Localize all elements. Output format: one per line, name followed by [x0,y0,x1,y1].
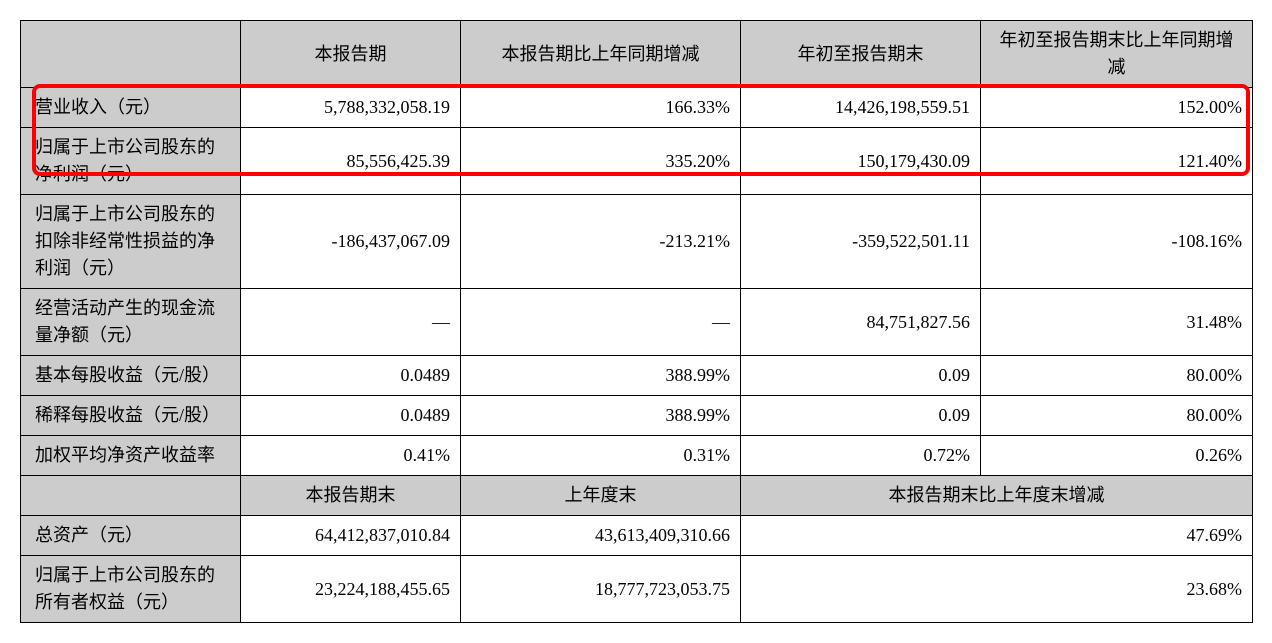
cell-value: 388.99% [461,356,741,396]
cell-value: 166.33% [461,88,741,128]
table-row: 归属于上市公司股东的所有者权益（元）23,224,188,455.6518,77… [21,556,1253,623]
cell-value: 0.0489 [241,396,461,436]
cell-value: -186,437,067.09 [241,195,461,289]
column-header [21,476,241,516]
cell-value: 0.72% [741,436,981,476]
row-label: 营业收入（元） [21,88,241,128]
column-header: 年初至报告期末 [741,21,981,88]
cell-value: -359,522,501.11 [741,195,981,289]
row-label: 归属于上市公司股东的扣除非经常性损益的净利润（元） [21,195,241,289]
cell-value: 121.40% [981,128,1253,195]
cell-value: — [461,289,741,356]
cell-value: 31.48% [981,289,1253,356]
column-header: 本报告期末比上年度末增减 [741,476,1253,516]
cell-value: 23.68% [741,556,1253,623]
column-header: 本报告期末 [241,476,461,516]
cell-value: 0.09 [741,396,981,436]
cell-value: 85,556,425.39 [241,128,461,195]
cell-value: — [241,289,461,356]
column-header: 上年度末 [461,476,741,516]
table-container: 本报告期本报告期比上年同期增减年初至报告期末年初至报告期末比上年同期增减营业收入… [20,20,1252,623]
table-row: 营业收入（元）5,788,332,058.19166.33%14,426,198… [21,88,1253,128]
cell-value: 80.00% [981,356,1253,396]
column-header: 本报告期比上年同期增减 [461,21,741,88]
table-row: 加权平均净资产收益率0.41%0.31%0.72%0.26% [21,436,1253,476]
table-row: 总资产（元）64,412,837,010.8443,613,409,310.66… [21,516,1253,556]
table-row: 归属于上市公司股东的净利润（元）85,556,425.39335.20%150,… [21,128,1253,195]
cell-value: 18,777,723,053.75 [461,556,741,623]
cell-value: 150,179,430.09 [741,128,981,195]
cell-value: 0.0489 [241,356,461,396]
row-label: 归属于上市公司股东的净利润（元） [21,128,241,195]
cell-value: 388.99% [461,396,741,436]
row-label: 加权平均净资产收益率 [21,436,241,476]
cell-value: 47.69% [741,516,1253,556]
table-row: 归属于上市公司股东的扣除非经常性损益的净利润（元）-186,437,067.09… [21,195,1253,289]
cell-value: 0.26% [981,436,1253,476]
cell-value: 0.41% [241,436,461,476]
row-label: 总资产（元） [21,516,241,556]
cell-value: 335.20% [461,128,741,195]
cell-value: -108.16% [981,195,1253,289]
table-row: 经营活动产生的现金流量净额（元）——84,751,827.5631.48% [21,289,1253,356]
cell-value: 84,751,827.56 [741,289,981,356]
column-header: 年初至报告期末比上年同期增减 [981,21,1253,88]
cell-value: 14,426,198,559.51 [741,88,981,128]
cell-value: 152.00% [981,88,1253,128]
row-label: 经营活动产生的现金流量净额（元） [21,289,241,356]
cell-value: 43,613,409,310.66 [461,516,741,556]
cell-value: 23,224,188,455.65 [241,556,461,623]
table-row: 稀释每股收益（元/股）0.0489388.99%0.0980.00% [21,396,1253,436]
column-header [21,21,241,88]
row-label: 基本每股收益（元/股） [21,356,241,396]
cell-value: 5,788,332,058.19 [241,88,461,128]
cell-value: -213.21% [461,195,741,289]
cell-value: 64,412,837,010.84 [241,516,461,556]
cell-value: 0.09 [741,356,981,396]
cell-value: 0.31% [461,436,741,476]
cell-value: 80.00% [981,396,1253,436]
header-row: 本报告期本报告期比上年同期增减年初至报告期末年初至报告期末比上年同期增减 [21,21,1253,88]
header-row: 本报告期末上年度末本报告期末比上年度末增减 [21,476,1253,516]
row-label: 稀释每股收益（元/股） [21,396,241,436]
table-row: 基本每股收益（元/股）0.0489388.99%0.0980.00% [21,356,1253,396]
column-header: 本报告期 [241,21,461,88]
financial-table: 本报告期本报告期比上年同期增减年初至报告期末年初至报告期末比上年同期增减营业收入… [20,20,1253,623]
row-label: 归属于上市公司股东的所有者权益（元） [21,556,241,623]
